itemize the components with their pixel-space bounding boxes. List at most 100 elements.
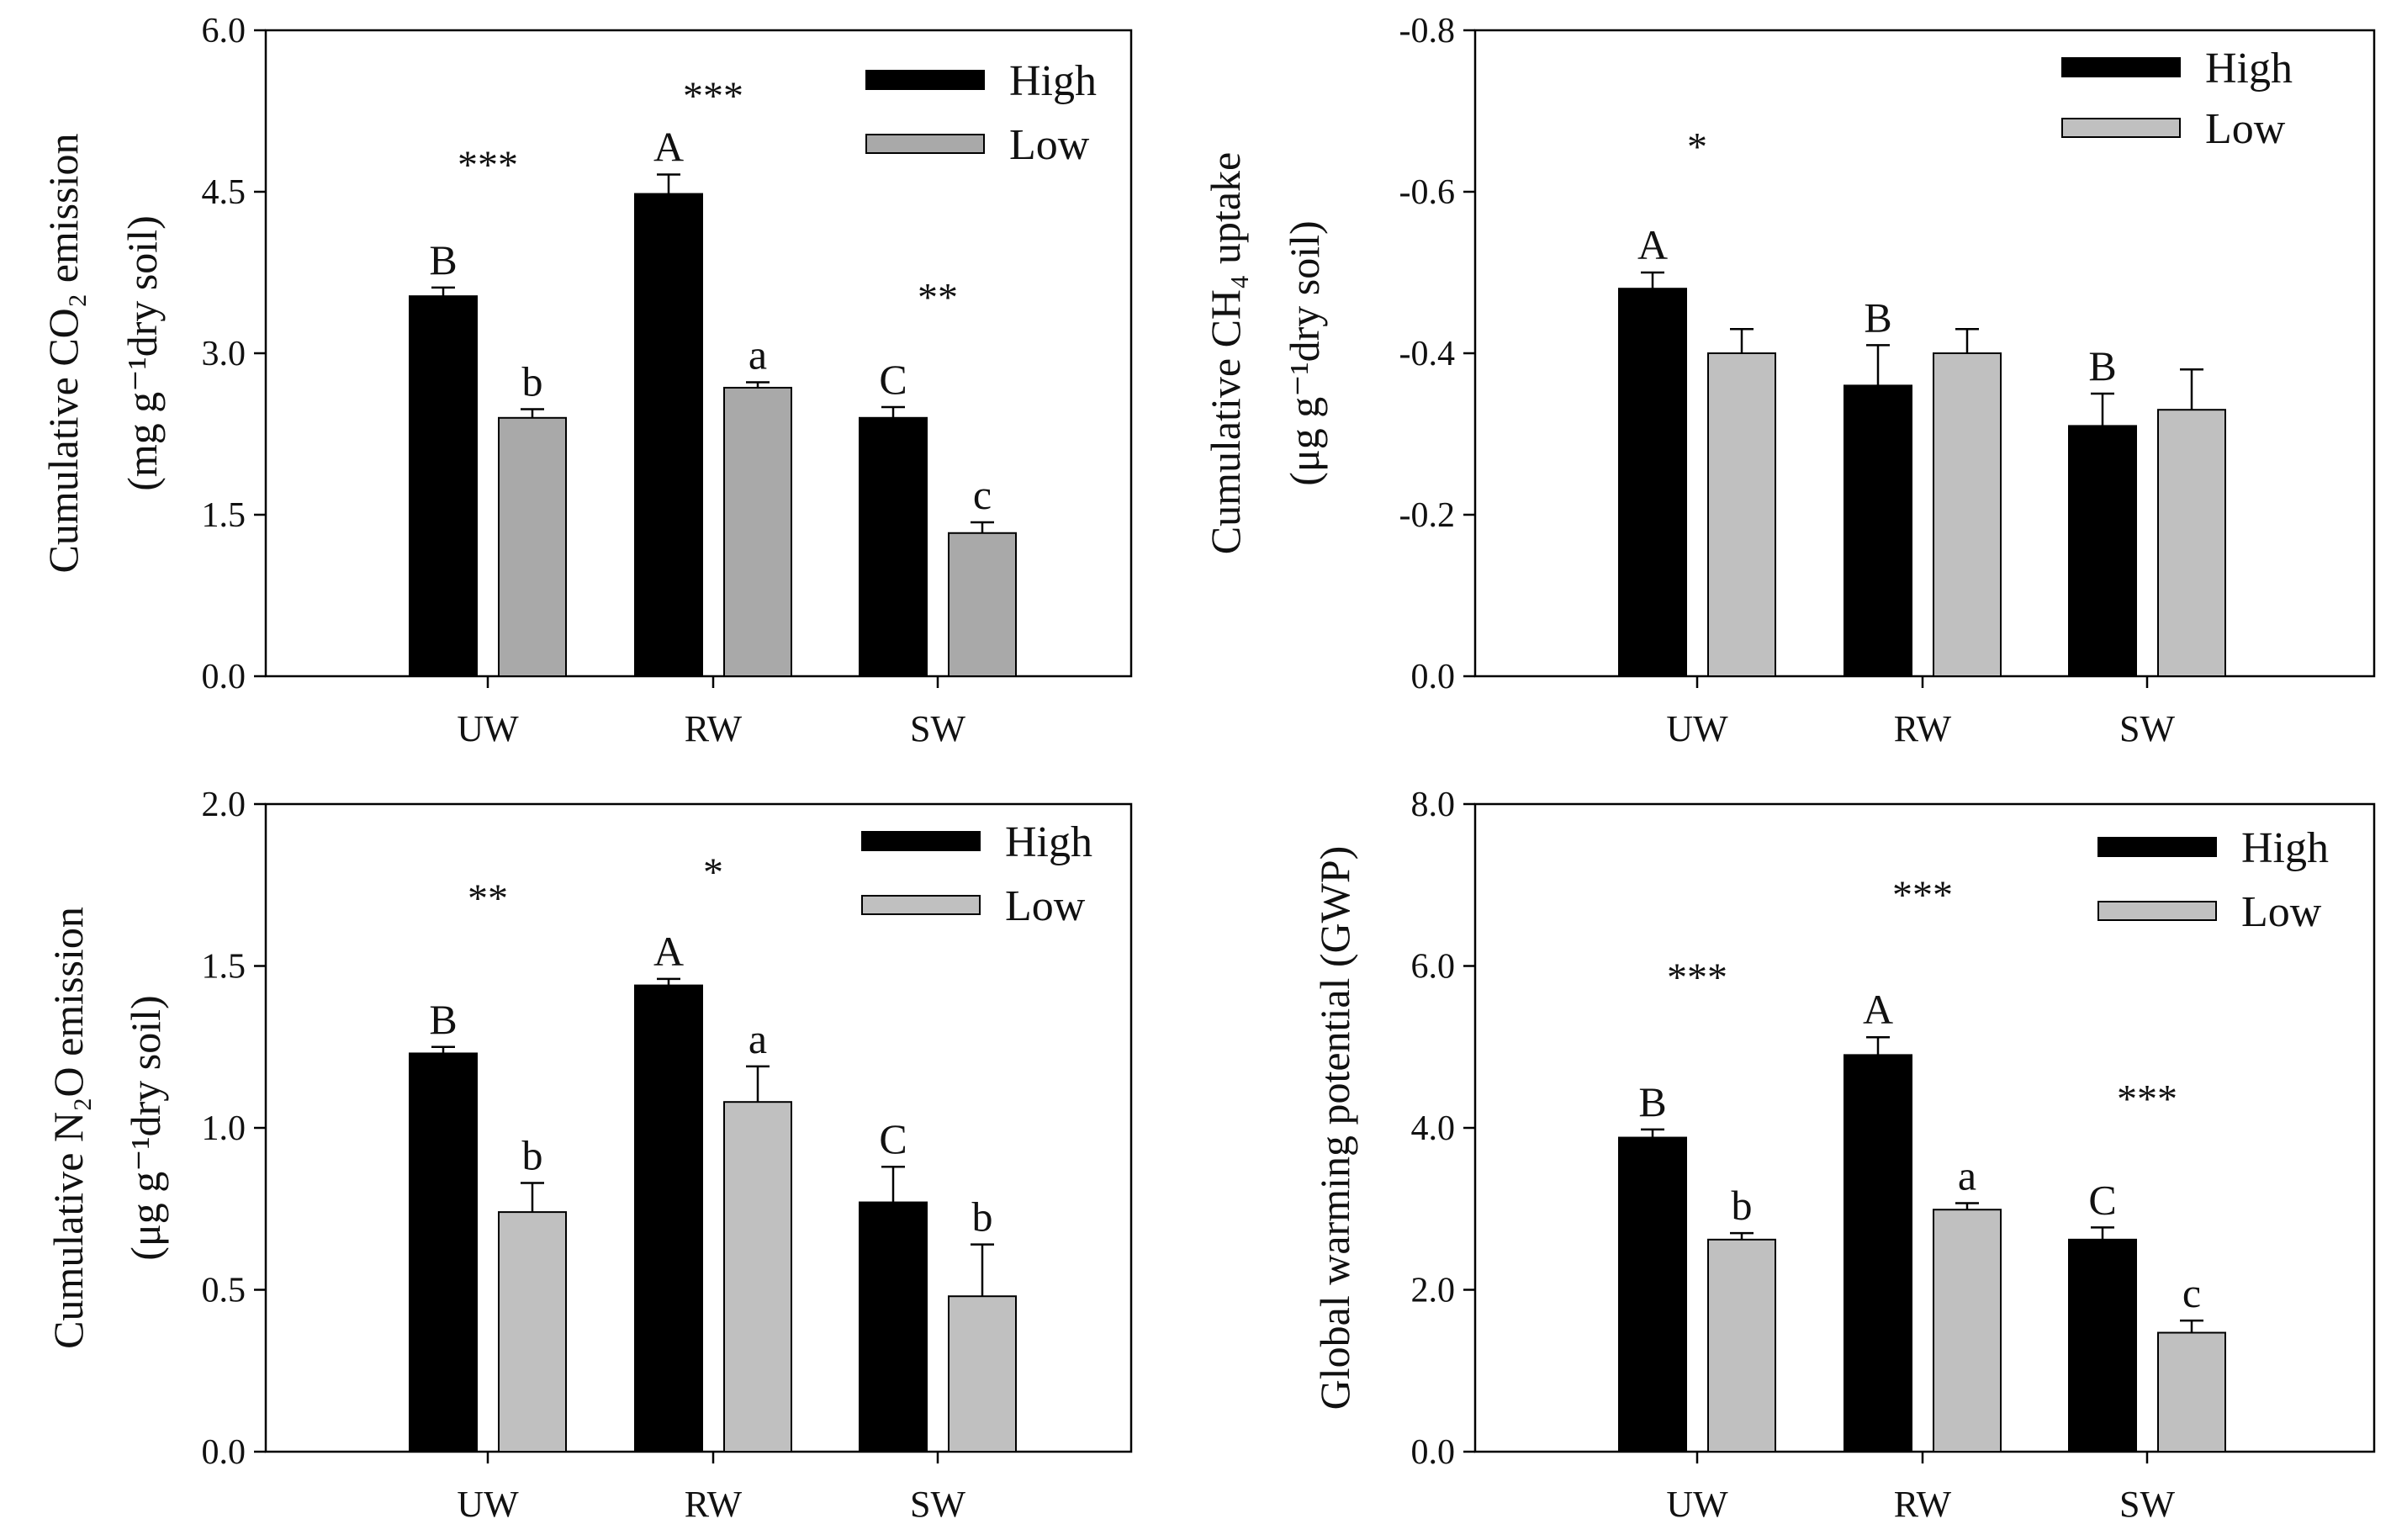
legend-label-high: High bbox=[2205, 45, 2293, 93]
y-axis-label: Cumulative CH₄ uptake bbox=[1202, 152, 1249, 554]
bar-high-sw bbox=[859, 416, 928, 677]
x-tick-label-rw: RW bbox=[1894, 1484, 1952, 1525]
x-tick-label-sw: SW bbox=[2119, 1484, 2175, 1525]
bar-low-uw bbox=[1707, 352, 1776, 677]
bar-low-uw bbox=[498, 416, 567, 677]
y-tick-label: 6.0 bbox=[202, 12, 246, 50]
significance-letter: C bbox=[879, 1115, 907, 1162]
significance-stars: *** bbox=[1892, 873, 1953, 918]
legend-swatch-low bbox=[861, 895, 981, 915]
x-tick-label-rw: RW bbox=[685, 708, 743, 749]
y-tick-label: 0.0 bbox=[1411, 1433, 1456, 1472]
x-tick-label-rw: RW bbox=[1894, 708, 1952, 749]
significance-letter: b bbox=[1732, 1182, 1753, 1229]
x-tick-label-uw: UW bbox=[1666, 708, 1728, 749]
legend-swatch-low bbox=[2097, 901, 2217, 921]
y-axis-label: (μg g⁻¹dry soil) bbox=[1281, 220, 1328, 485]
significance-letter: b bbox=[522, 1131, 543, 1178]
significance-stars: *** bbox=[1667, 955, 1727, 1000]
legend-label-high: High bbox=[1009, 57, 1097, 105]
bar-low-uw bbox=[1707, 1238, 1776, 1453]
significance-letter: A bbox=[1863, 986, 1893, 1033]
chart-gwp: 0.0 2.0 4.0 6.0 8.0 UW RW SW Global warming pote… bbox=[1311, 786, 2376, 1525]
legend-label-high: High bbox=[1005, 818, 1092, 866]
chart-n2o: 0.0 0.5 1.0 1.5 2.0 UW RW SW Cumulative N₂O emis… bbox=[45, 786, 1133, 1525]
bar-high-sw bbox=[2068, 1238, 2137, 1453]
bar-high-uw bbox=[409, 295, 478, 677]
legend: High Low bbox=[2061, 45, 2293, 153]
y-tick-label: 6.0 bbox=[1411, 948, 1456, 987]
y-tick-label: -0.6 bbox=[1399, 173, 1456, 212]
x-tick-label-rw: RW bbox=[685, 1484, 743, 1525]
legend-label-low: Low bbox=[2241, 888, 2322, 936]
x-tick-label-sw: SW bbox=[910, 1484, 965, 1525]
legend-swatch-high bbox=[865, 70, 985, 90]
legend-swatch-low bbox=[865, 134, 985, 154]
significance-letter: B bbox=[1864, 294, 1891, 341]
significance-stars: *** bbox=[683, 74, 743, 119]
legend: High Low bbox=[861, 818, 1092, 930]
bar-high-rw bbox=[1844, 384, 1912, 677]
x-tick-label-uw: UW bbox=[1666, 1484, 1728, 1525]
legend-label-low: Low bbox=[1005, 882, 1086, 930]
bar-low-rw bbox=[1933, 1209, 2002, 1453]
y-tick-label: 1.5 bbox=[202, 496, 246, 535]
y-tick-label: 0.0 bbox=[202, 658, 246, 696]
y-tick-label: 2.0 bbox=[202, 786, 246, 824]
significance-letter: a bbox=[1958, 1152, 1976, 1199]
y-axis-label: (mg g⁻¹dry soil) bbox=[119, 215, 166, 490]
bar-high-sw bbox=[859, 1201, 928, 1453]
significance-letter: B bbox=[429, 996, 457, 1043]
y-tick-label: 1.5 bbox=[202, 948, 246, 987]
significance-letter: A bbox=[653, 124, 684, 171]
significance-letter: B bbox=[429, 236, 457, 283]
y-tick-label: -0.4 bbox=[1399, 335, 1456, 373]
y-axis-label: (μg g⁻¹dry soil) bbox=[122, 995, 169, 1260]
y-tick-label: 0.5 bbox=[202, 1272, 246, 1310]
legend-swatch-high bbox=[2097, 837, 2217, 857]
x-tick-label-sw: SW bbox=[2119, 708, 2175, 749]
bar-low-sw bbox=[948, 1295, 1017, 1453]
bar-low-sw bbox=[948, 532, 1017, 678]
legend-label-low: Low bbox=[2205, 105, 2286, 153]
bar-low-sw bbox=[2157, 1331, 2226, 1453]
y-axis-label: Cumulative CO₂ emission bbox=[40, 134, 87, 574]
significance-letter: c bbox=[973, 471, 992, 518]
significance-letter: b bbox=[972, 1193, 993, 1241]
y-tick-label: 4.5 bbox=[202, 173, 246, 212]
bar-low-sw bbox=[2157, 409, 2226, 677]
legend: High Low bbox=[865, 57, 1097, 169]
bar-low-rw bbox=[723, 1101, 792, 1453]
legend-swatch-high bbox=[861, 831, 981, 851]
y-tick-label: -0.8 bbox=[1399, 12, 1456, 50]
y-tick-label: 0.0 bbox=[202, 1433, 246, 1472]
bar-high-uw bbox=[409, 1052, 478, 1453]
significance-stars: * bbox=[703, 850, 723, 895]
x-tick-label-sw: SW bbox=[910, 708, 965, 749]
bar-high-sw bbox=[2068, 425, 2137, 677]
legend-label-low: Low bbox=[1009, 121, 1090, 169]
significance-letter: c bbox=[2182, 1269, 2201, 1316]
significance-letter: C bbox=[879, 356, 907, 403]
bar-high-rw bbox=[1844, 1054, 1912, 1453]
legend-swatch-low bbox=[2061, 118, 2181, 138]
bar-low-uw bbox=[498, 1211, 567, 1453]
y-tick-label: -0.2 bbox=[1399, 496, 1456, 535]
bar-high-uw bbox=[1618, 1136, 1687, 1453]
y-tick-label: 8.0 bbox=[1411, 786, 1456, 824]
y-tick-label: 1.0 bbox=[202, 1109, 246, 1148]
significance-stars: *** bbox=[458, 143, 518, 188]
significance-letter: B bbox=[2088, 342, 2116, 389]
legend-label-high: High bbox=[2241, 824, 2329, 872]
y-tick-label: 2.0 bbox=[1411, 1272, 1456, 1310]
bar-high-uw bbox=[1618, 288, 1687, 677]
bar-low-rw bbox=[1933, 352, 2002, 677]
significance-letter: b bbox=[522, 358, 543, 405]
y-tick-label: 0.0 bbox=[1411, 658, 1456, 696]
y-axis-label: Global warming potential (GWP) bbox=[1311, 846, 1358, 1410]
legend-swatch-high bbox=[2061, 57, 2181, 77]
significance-stars: * bbox=[1687, 124, 1707, 169]
y-tick-label: 4.0 bbox=[1411, 1109, 1456, 1148]
significance-letter: A bbox=[1637, 221, 1668, 268]
